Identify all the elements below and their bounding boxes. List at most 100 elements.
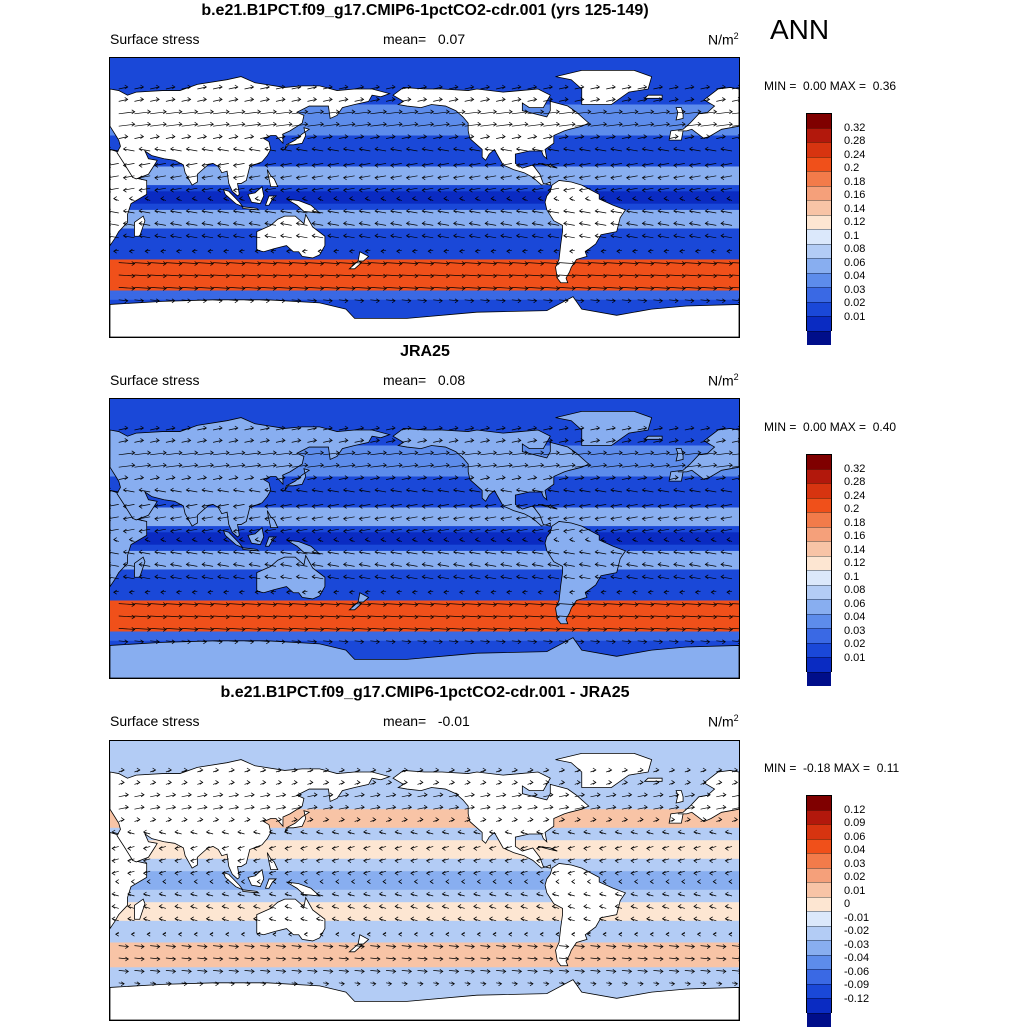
colorbar-swatch xyxy=(807,628,831,643)
colorbar-tick-label: 0.03 xyxy=(844,285,865,296)
panel-3-units: N/m2 xyxy=(708,713,739,730)
colorbar-tick-label: 0.24 xyxy=(844,150,865,161)
colorbar-swatch xyxy=(807,955,831,970)
colorbar-swatch xyxy=(807,215,831,230)
colorbar-tick-label: 0.04 xyxy=(844,845,865,856)
mean-label: mean= xyxy=(383,31,426,47)
colorbar-swatch xyxy=(807,911,831,926)
colorbar-swatch xyxy=(807,796,831,810)
colorbar-swatch xyxy=(807,273,831,288)
colorbar-swatch xyxy=(807,839,831,854)
colorbar-swatch xyxy=(807,142,831,157)
colorbar-swatch xyxy=(807,200,831,215)
colorbar-tick-label: 0.09 xyxy=(844,818,865,829)
colorbar-swatch xyxy=(807,512,831,527)
mean-value: -0.01 xyxy=(438,713,470,729)
colorbar-tick-label: 0.08 xyxy=(844,244,865,255)
panel-3-variable: Surface stress xyxy=(110,713,199,729)
colorbar-tick-label: 0.04 xyxy=(844,271,865,282)
colorbar-swatch xyxy=(807,287,831,302)
panel-1-variable: Surface stress xyxy=(110,31,199,47)
mean-value: 0.07 xyxy=(438,31,465,47)
panel-2-title: JRA25 xyxy=(110,343,740,361)
colorbar-tick-label: 0.12 xyxy=(844,558,865,569)
land-outline xyxy=(645,778,662,781)
panel-2-minmax: MIN = 0.00 MAX = 0.40 xyxy=(764,420,896,434)
colorbar-tick-label: 0.06 xyxy=(844,258,865,269)
colorbar-swatch xyxy=(807,570,831,585)
mean-value: 0.08 xyxy=(438,372,465,388)
colorbar-swatch xyxy=(807,657,831,672)
colorbar-swatch xyxy=(807,302,831,317)
colorbar-tick-label: 0.18 xyxy=(844,177,865,188)
panel-1-title: b.e21.B1PCT.f09_g17.CMIP6-1pctCO2-cdr.00… xyxy=(110,2,740,20)
colorbar-tick-label: 0.1 xyxy=(844,231,859,242)
colorbar-swatch xyxy=(807,556,831,571)
colorbar-tick-label: 0.03 xyxy=(844,626,865,637)
panel-2-mean: mean= 0.08 xyxy=(383,372,465,388)
colorbar-tick-label: 0.12 xyxy=(844,217,865,228)
colorbar-swatch xyxy=(807,229,831,244)
colorbar-swatch xyxy=(807,585,831,600)
colorbar-tick-label: -0.04 xyxy=(844,953,869,964)
colorbar-swatch xyxy=(807,824,831,839)
colorbar-tick-label: -0.12 xyxy=(844,994,869,1005)
colorbar-tick-label: 0.08 xyxy=(844,585,865,596)
colorbar-tick-label: 0.12 xyxy=(844,805,865,816)
colorbar-swatch xyxy=(807,672,831,687)
mean-label: mean= xyxy=(383,372,426,388)
land-outline xyxy=(676,108,683,120)
panel-3-colorbar xyxy=(806,795,832,1013)
panel-1-units: N/m2 xyxy=(708,31,739,48)
colorbar-tick-label: 0.16 xyxy=(844,190,865,201)
map-canvas xyxy=(110,58,739,337)
colorbar-swatch xyxy=(807,527,831,542)
colorbar-swatch xyxy=(807,541,831,556)
colorbar-tick-label: 0.32 xyxy=(844,464,865,475)
panel-2-units: N/m2 xyxy=(708,372,739,389)
colorbar-tick-label: -0.06 xyxy=(844,967,869,978)
land-outline xyxy=(676,449,683,461)
colorbar-swatch xyxy=(807,998,831,1013)
colorbar-swatch xyxy=(807,316,831,331)
colorbar-tick-label: 0.01 xyxy=(844,653,865,664)
colorbar-swatch xyxy=(807,882,831,897)
colorbar-swatch xyxy=(807,258,831,273)
colorbar-swatch xyxy=(807,969,831,984)
panel-1-map xyxy=(109,57,740,338)
map-canvas xyxy=(110,741,739,1020)
panel-2-colorbar xyxy=(806,454,832,672)
colorbar-tick-label: 0.04 xyxy=(844,612,865,623)
colorbar-tick-label: 0 xyxy=(844,899,850,910)
colorbar-tick-label: 0.03 xyxy=(844,859,865,870)
colorbar-swatch xyxy=(807,897,831,912)
colorbar-tick-label: 0.2 xyxy=(844,504,859,515)
colorbar-tick-label: 0.02 xyxy=(844,639,865,650)
colorbar-tick-label: 0.06 xyxy=(844,832,865,843)
colorbar-tick-label: -0.02 xyxy=(844,926,869,937)
season-label: ANN xyxy=(770,14,829,46)
colorbar-swatch xyxy=(807,331,831,346)
colorbar-tick-label: 0.16 xyxy=(844,531,865,542)
colorbar-swatch xyxy=(807,868,831,883)
colorbar-tick-label: 0.14 xyxy=(844,545,865,556)
colorbar-swatch xyxy=(807,128,831,143)
colorbar-tick-label: 0.2 xyxy=(844,163,859,174)
colorbar-swatch xyxy=(807,244,831,259)
colorbar-swatch xyxy=(807,171,831,186)
panel-1-colorbar xyxy=(806,113,832,331)
colorbar-swatch xyxy=(807,810,831,825)
colorbar-tick-label: 0.02 xyxy=(844,872,865,883)
colorbar-swatch xyxy=(807,157,831,172)
colorbar-tick-label: -0.03 xyxy=(844,940,869,951)
colorbar-tick-label: 0.01 xyxy=(844,312,865,323)
panel-2-map xyxy=(109,398,740,679)
panel-3-minmax: MIN = -0.18 MAX = 0.11 xyxy=(764,761,899,775)
colorbar-tick-label: -0.01 xyxy=(844,913,869,924)
colorbar-tick-label: 0.1 xyxy=(844,572,859,583)
panel-1-mean: mean= 0.07 xyxy=(383,31,465,47)
colorbar-swatch xyxy=(807,643,831,658)
colorbar-swatch xyxy=(807,498,831,513)
colorbar-tick-label: 0.02 xyxy=(844,298,865,309)
panel-3-map xyxy=(109,740,740,1021)
